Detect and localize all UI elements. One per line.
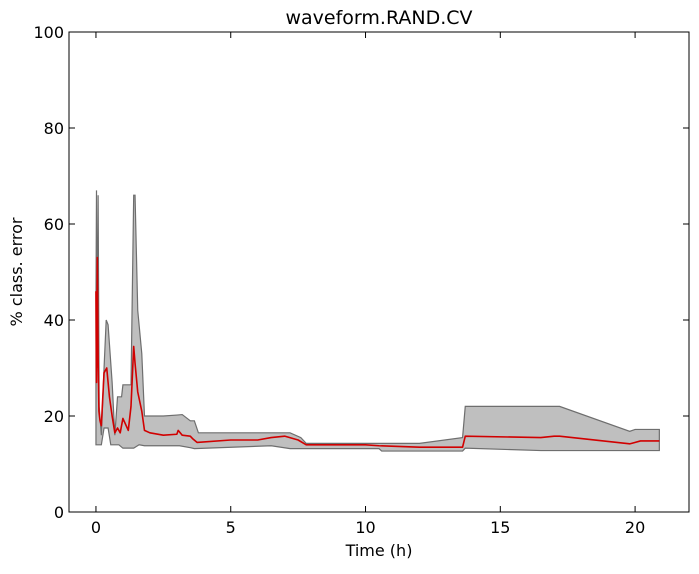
tick-layer: 0 5 10 15 20 0 20 40 60 80 100: [33, 23, 689, 537]
error-band-layer: [95, 190, 660, 452]
x-tick-label: 0: [91, 518, 101, 537]
y-tick-label: 100: [33, 23, 64, 42]
plot-frame: [68, 31, 690, 513]
x-axis-label: Time (h): [345, 541, 413, 560]
y-tick-label: 60: [44, 215, 64, 234]
y-axis-label: % class. error: [7, 217, 26, 326]
x-tick-label: 5: [226, 518, 236, 537]
y-tick-label: 80: [44, 119, 64, 138]
series-line-0: [95, 256, 660, 449]
y-tick-label: 0: [54, 503, 64, 522]
x-tick-label: 20: [625, 518, 645, 537]
x-tick-label: 15: [490, 518, 510, 537]
series-layer: [95, 256, 660, 449]
y-tick-label: 20: [44, 407, 64, 426]
chart-title: waveform.RAND.CV: [285, 7, 472, 29]
x-tick-label: 10: [355, 518, 375, 537]
y-tick-label: 40: [44, 311, 64, 330]
error-band: [95, 190, 660, 452]
